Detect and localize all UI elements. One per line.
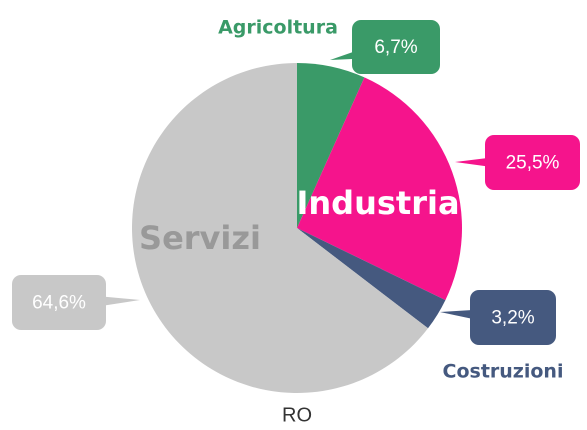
data-label: 6,7% (374, 37, 417, 58)
data-label: 3,2% (491, 308, 534, 329)
callout-box (352, 20, 440, 74)
pie-slice (297, 63, 365, 228)
callout-box (12, 275, 106, 330)
category-label: Costruzioni (443, 361, 564, 383)
data-label: 25,5% (506, 153, 560, 174)
callout-box (485, 135, 580, 190)
chart-title: RO (282, 404, 312, 426)
category-label: Servizi (139, 219, 261, 257)
category-label: Agricoltura (218, 17, 338, 39)
pie-slice (297, 77, 462, 301)
category-label: Industria (296, 184, 459, 222)
data-label: 64,6% (32, 293, 86, 314)
pie-slice (297, 228, 446, 329)
pie-slice (131, 63, 429, 393)
callout-box (470, 290, 556, 345)
